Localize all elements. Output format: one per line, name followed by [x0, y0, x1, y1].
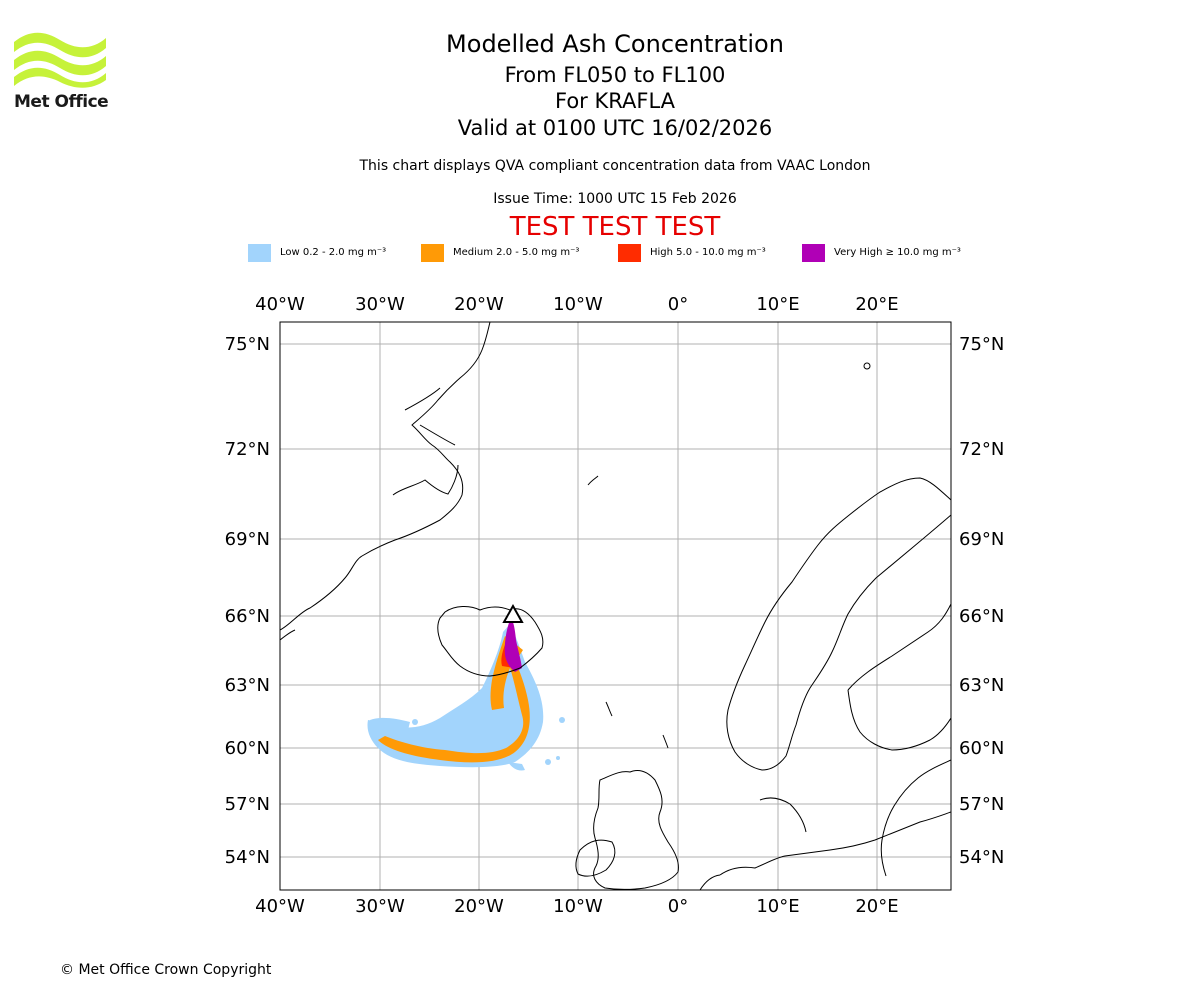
volcano-name: For KRAFLA [555, 89, 675, 113]
lon-label-top: 10°W [553, 294, 603, 315]
legend-swatch-low [248, 244, 271, 262]
valid-time: Valid at 0100 UTC 16/02/2026 [457, 116, 773, 140]
lon-label-bottom: 40°W [255, 896, 305, 917]
lon-label-top: 20°E [855, 294, 898, 315]
legend-swatch-medium [421, 244, 444, 262]
lat-label-left: 60°N [225, 738, 270, 759]
wave-logo-icon [14, 32, 106, 88]
copyright: © Met Office Crown Copyright [60, 962, 272, 978]
lat-label-right: 69°N [959, 529, 1004, 550]
issue-time: Issue Time: 1000 UTC 15 Feb 2026 [493, 191, 737, 207]
legend-swatch-very-high [802, 244, 825, 262]
graticule [280, 322, 951, 890]
ash-very-high-region [504, 620, 522, 672]
chart-title: Modelled Ash Concentration [446, 30, 784, 58]
lon-label-bottom: 20°W [454, 896, 504, 917]
test-banner: TEST TEST TEST [509, 212, 721, 242]
chart-subtitle: This chart displays QVA compliant concen… [359, 158, 871, 174]
legend-swatch-high [618, 244, 641, 262]
lat-label-left: 63°N [225, 675, 270, 696]
volcano-triangle-icon [502, 603, 524, 623]
coastlines [280, 322, 951, 890]
lat-label-left: 75°N [225, 334, 270, 355]
lat-label-right: 60°N [959, 738, 1004, 759]
lat-label-left: 72°N [225, 439, 270, 460]
lat-label-right: 66°N [959, 606, 1004, 627]
lon-label-top: 0° [668, 294, 688, 315]
lat-label-left: 69°N [225, 529, 270, 550]
met-office-logo: Met Office [14, 30, 109, 112]
lat-label-right: 72°N [959, 439, 1004, 460]
lon-label-bottom: 20°E [855, 896, 898, 917]
lat-label-right: 63°N [959, 675, 1004, 696]
lon-label-bottom: 0° [668, 896, 688, 917]
legend-label-very-high: Very High ≥ 10.0 mg m⁻³ [834, 247, 961, 258]
lon-label-bottom: 10°W [553, 896, 603, 917]
lat-label-left: 66°N [225, 606, 270, 627]
map-frame [279, 321, 952, 891]
legend: Low 0.2 - 2.0 mg m⁻³ Medium 2.0 - 5.0 mg… [0, 244, 1200, 264]
lat-label-right: 75°N [959, 334, 1004, 355]
legend-label-high: High 5.0 - 10.0 mg m⁻³ [650, 247, 766, 258]
lon-label-top: 40°W [255, 294, 305, 315]
lat-label-left: 57°N [225, 794, 270, 815]
legend-label-medium: Medium 2.0 - 5.0 mg m⁻³ [453, 247, 580, 258]
lat-label-right: 54°N [959, 847, 1004, 868]
map-background [280, 322, 951, 890]
lon-label-top: 20°W [454, 294, 504, 315]
lon-label-bottom: 10°E [756, 896, 799, 917]
lat-label-right: 57°N [959, 794, 1004, 815]
lon-label-bottom: 30°W [355, 896, 405, 917]
lon-label-top: 10°E [756, 294, 799, 315]
legend-label-low: Low 0.2 - 2.0 mg m⁻³ [280, 247, 387, 258]
logo-text: Met Office [14, 92, 109, 112]
lat-label-left: 54°N [225, 847, 270, 868]
lon-label-top: 30°W [355, 294, 405, 315]
flight-levels: From FL050 to FL100 [504, 63, 726, 87]
